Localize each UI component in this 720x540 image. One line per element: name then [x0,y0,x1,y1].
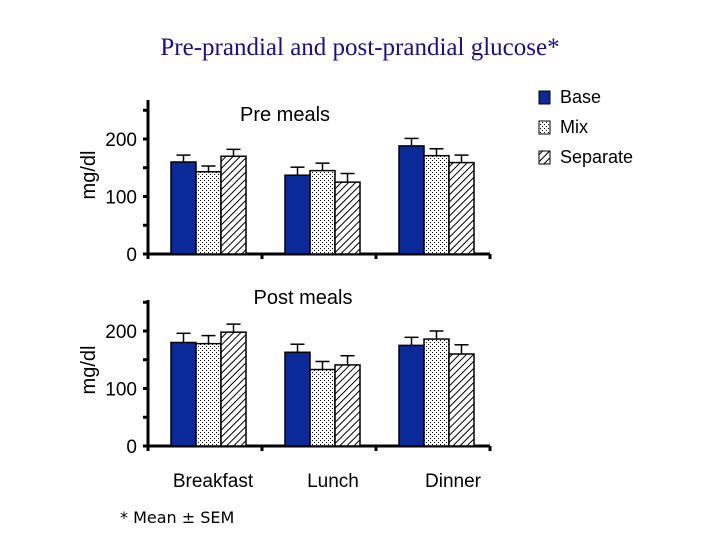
panel-title: Post meals [254,287,353,309]
category-label: Dinner [425,471,482,492]
legend-label-base: Base [560,87,601,107]
bar-separate-lunch [334,181,361,255]
bar-separate-breakfast [220,155,247,255]
legend-swatch-separate [538,150,551,165]
y-axis-label: mg/dl [78,151,100,200]
bar-separate-lunch [334,364,361,447]
y-tick-label: 0 [126,245,137,266]
panel-post-meals: Post meals mg/dl 0 100 200 Breakfast Lunch Dinn… [78,287,492,492]
footnote: * Mean ± SEM [120,508,235,527]
bar-base-lunch [284,174,311,255]
bar-mix-dinner [423,338,450,447]
category-label: Lunch [307,471,359,492]
bar-mix-breakfast [195,342,222,447]
legend-label-separate: Separate [560,147,633,167]
y-tick-label: 200 [105,322,137,343]
y-axis-label: mg/dl [78,346,100,395]
category-label: Breakfast [173,471,254,492]
bar-mix-dinner [423,154,450,255]
y-tick-label: 0 [126,437,137,458]
panel-title: Pre meals [240,104,330,126]
legend-swatch-base [538,90,551,105]
bar-mix-lunch [309,368,336,447]
legend-label-mix: Mix [560,117,588,137]
bar-mix-breakfast [195,171,222,255]
bar-base-breakfast [170,341,197,447]
bar-base-lunch [284,351,311,447]
bar-separate-dinner [448,353,475,447]
legend-swatch-mix [538,120,551,135]
legend: Base Mix Separate [538,87,633,167]
bar-separate-breakfast [220,331,247,447]
y-tick-label: 200 [105,130,137,151]
bar-base-dinner [398,145,425,255]
y-tick-label: 100 [105,380,137,401]
panel-pre-meals: Pre meals mg/dl 0 100 200 [78,100,492,266]
bar-mix-lunch [309,169,336,255]
bar-base-dinner [398,344,425,447]
page-title: Pre-prandial and post-prandial glucose* [160,34,560,61]
bar-separate-dinner [448,161,475,255]
bar-base-breakfast [170,161,197,255]
y-tick-label: 100 [105,188,137,209]
